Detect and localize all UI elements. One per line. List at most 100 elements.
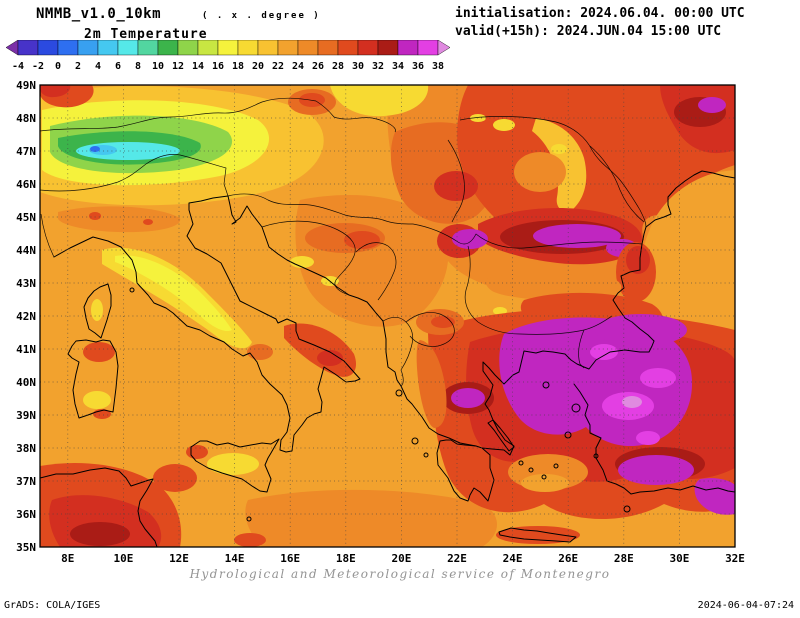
temp-region-thessaly-magenta bbox=[451, 388, 485, 408]
colorbar-tick-label: 8 bbox=[135, 61, 141, 72]
valid-time: valid(+15h): 2024.JUN.04 15:00 UTC bbox=[455, 24, 722, 39]
x-axis-label: 14E bbox=[225, 552, 245, 565]
colorbar-tick-label: 34 bbox=[392, 61, 404, 72]
y-axis-label: 42N bbox=[16, 310, 36, 323]
y-axis-label: 40N bbox=[16, 376, 36, 389]
x-axis-label: 18E bbox=[336, 552, 356, 565]
island-cyclades-2 bbox=[541, 474, 547, 480]
temperature-colorbar: -4 -2 0 2 4 6 8 10 12 14 16 18 20 22 24 26 28 30 32 34 36 38 bbox=[6, 40, 451, 72]
colorbar-tick-label: 30 bbox=[352, 61, 364, 72]
temp-region-corner-magenta bbox=[694, 478, 735, 515]
coastline-peloponnese bbox=[436, 439, 495, 502]
temp-region-carpathian-yellow bbox=[551, 144, 567, 154]
coastline-crete bbox=[498, 527, 577, 543]
island-rhodes bbox=[623, 505, 631, 513]
colorbar-tick-label: -2 bbox=[32, 61, 44, 72]
y-axis-label: 47N bbox=[16, 145, 36, 158]
temp-region-tatra-yellow2 bbox=[470, 114, 486, 122]
colorbar-tick-label: -4 bbox=[12, 61, 24, 72]
border-albania bbox=[382, 317, 414, 387]
temp-region-sardinia-north bbox=[83, 342, 115, 362]
x-axis-label: 32E bbox=[725, 552, 745, 565]
colorbar-tick-label: 22 bbox=[272, 61, 284, 72]
temp-region-sardinia-yellow bbox=[83, 391, 111, 409]
x-axis-label: 12E bbox=[169, 552, 189, 565]
x-axis-label: 16E bbox=[280, 552, 300, 565]
colorbar-tick-label: 26 bbox=[312, 61, 324, 72]
temp-region-sicily-strait-red bbox=[153, 464, 197, 492]
colorbar-tick-label: 12 bbox=[172, 61, 184, 72]
temp-region-tunisia-darkest bbox=[70, 522, 130, 546]
resolution-note: ( . x . degree ) bbox=[202, 11, 321, 21]
x-axis-label: 8E bbox=[61, 552, 74, 565]
y-axis-label: 49N bbox=[16, 79, 36, 92]
temp-region-black-sea bbox=[639, 170, 735, 343]
border-austria-slovakia bbox=[315, 100, 396, 133]
temp-region-pannonia-core bbox=[434, 171, 478, 201]
border-croatia-bosnia bbox=[261, 220, 356, 296]
colorbar-tick-label: 16 bbox=[212, 61, 224, 72]
colorbar-tick-label: 6 bbox=[115, 61, 121, 72]
island-elba bbox=[129, 287, 135, 293]
colorbar-tick-label: 4 bbox=[95, 61, 101, 72]
service-credit: Hydrological and Meteorological service … bbox=[189, 567, 611, 581]
temp-region-crete-red bbox=[496, 526, 580, 544]
temp-region-wturkey-pink4 bbox=[636, 431, 660, 445]
border-croatia-hungary bbox=[227, 193, 414, 225]
border-alps bbox=[40, 154, 229, 197]
y-axis-label: 35N bbox=[16, 541, 36, 554]
colorbar-tick-label: 36 bbox=[412, 61, 424, 72]
y-axis-label: 36N bbox=[16, 508, 36, 521]
temp-region-alps-blue bbox=[90, 146, 100, 152]
y-axis-label: 37N bbox=[16, 475, 36, 488]
colorbar-tick-label: 28 bbox=[332, 61, 344, 72]
temp-region-ukraine-magenta bbox=[698, 97, 726, 113]
island-kefalonia bbox=[411, 437, 419, 445]
border-danube bbox=[412, 223, 643, 249]
initialisation-time: initialisation: 2024.06.04. 00:00 UTC bbox=[455, 6, 745, 21]
x-axis-label: 22E bbox=[447, 552, 467, 565]
coastline-sicily bbox=[190, 438, 280, 493]
y-axis-label: 39N bbox=[16, 409, 36, 422]
x-axis-label: 20E bbox=[391, 552, 411, 565]
coastline-black-sea bbox=[612, 170, 735, 342]
border-france-italy bbox=[40, 213, 55, 258]
temp-region-topcenter-yellow bbox=[330, 85, 429, 117]
border-bosnia-serbia bbox=[355, 242, 397, 301]
colorbar-tick-label: 14 bbox=[192, 61, 204, 72]
border-romania-north bbox=[459, 116, 647, 228]
border-greece-turkey bbox=[578, 329, 585, 369]
x-axis-labels: 8E 10E 12E 14E 16E 18E 20E 22E 24E 26E 28E 30E 32E bbox=[61, 552, 745, 565]
coastline-italy bbox=[53, 195, 361, 453]
colorbar-tick-label: 10 bbox=[152, 61, 164, 72]
temp-region-transylvania bbox=[514, 152, 566, 192]
temp-region-corsica-yellow bbox=[91, 299, 103, 321]
x-axis-label: 30E bbox=[669, 552, 689, 565]
colorbar-tick-label: 24 bbox=[292, 61, 304, 72]
coastline-corsica bbox=[83, 283, 112, 339]
temp-region-apennine-bright bbox=[115, 255, 232, 332]
colorbar-tick-label: 20 bbox=[252, 61, 264, 72]
y-axis-label: 48N bbox=[16, 112, 36, 125]
x-axis-label: 10E bbox=[113, 552, 133, 565]
temp-region-tatra-yellow bbox=[493, 119, 515, 131]
temp-region-puglia-core bbox=[317, 350, 343, 366]
border-macedonia bbox=[405, 312, 455, 347]
coastline-sardinia bbox=[67, 339, 119, 419]
temp-region-nwcorner-core bbox=[40, 85, 71, 98]
border-moldova bbox=[589, 145, 645, 223]
island-cyclades-1 bbox=[528, 467, 534, 473]
y-axis-label: 46N bbox=[16, 178, 36, 191]
model-title: NMMB_v1.0_10km bbox=[36, 6, 162, 22]
temp-region-irongates-magenta bbox=[452, 229, 488, 249]
colorbar-tick-label: 18 bbox=[232, 61, 244, 72]
y-axis-label: 41N bbox=[16, 343, 36, 356]
x-axis-label: 28E bbox=[614, 552, 634, 565]
y-axis-label: 45N bbox=[16, 211, 36, 224]
island-zakynthos bbox=[423, 452, 429, 458]
grads-credit: GrADS: COLA/IGES bbox=[4, 600, 101, 611]
temp-region-po-red2 bbox=[143, 219, 153, 225]
colorbar-tick-label: 2 bbox=[75, 61, 81, 72]
